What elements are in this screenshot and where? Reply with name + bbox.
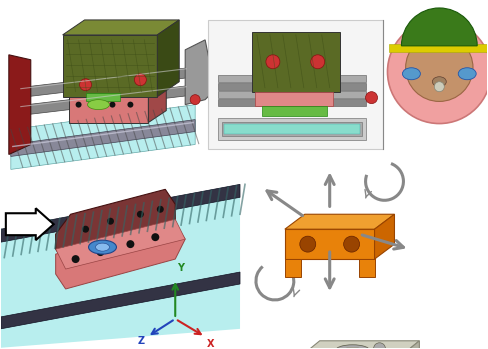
FancyArrow shape [6, 208, 54, 240]
Ellipse shape [335, 345, 370, 349]
Text: Z: Z [138, 336, 144, 346]
Bar [85, 93, 121, 101]
Circle shape [406, 34, 473, 102]
Polygon shape [69, 95, 148, 122]
Bar [252, 32, 340, 92]
Circle shape [97, 248, 104, 256]
Text: Y: Y [177, 263, 184, 273]
Wedge shape [402, 8, 477, 46]
Polygon shape [56, 219, 185, 269]
Circle shape [82, 226, 89, 233]
Polygon shape [1, 184, 240, 348]
Ellipse shape [343, 347, 363, 349]
Ellipse shape [88, 240, 117, 254]
Circle shape [126, 240, 134, 248]
Ellipse shape [403, 68, 420, 80]
Circle shape [300, 236, 316, 252]
Circle shape [137, 211, 144, 218]
Circle shape [190, 95, 200, 105]
Polygon shape [19, 86, 188, 116]
Polygon shape [148, 83, 166, 122]
Circle shape [344, 236, 360, 252]
Bar [218, 83, 366, 90]
Polygon shape [397, 341, 419, 349]
Bar [222, 121, 362, 135]
Circle shape [366, 92, 378, 104]
Polygon shape [285, 214, 394, 229]
Ellipse shape [458, 68, 476, 80]
Polygon shape [1, 184, 240, 242]
Circle shape [127, 102, 133, 107]
Ellipse shape [96, 243, 109, 251]
Circle shape [266, 55, 280, 69]
Circle shape [76, 102, 81, 107]
Circle shape [151, 233, 159, 241]
Polygon shape [1, 272, 240, 329]
Circle shape [157, 206, 164, 213]
Circle shape [387, 20, 488, 124]
Polygon shape [298, 341, 419, 349]
Polygon shape [9, 55, 31, 155]
Circle shape [72, 255, 80, 263]
Polygon shape [19, 68, 188, 98]
Bar [218, 75, 366, 82]
Bar [389, 44, 488, 52]
Polygon shape [185, 40, 215, 105]
Bar [208, 20, 383, 149]
Circle shape [93, 102, 99, 107]
Bar [218, 91, 366, 98]
Circle shape [80, 79, 92, 91]
Circle shape [134, 74, 146, 86]
Circle shape [373, 343, 386, 349]
Circle shape [311, 55, 325, 69]
Circle shape [109, 102, 116, 107]
Polygon shape [56, 189, 175, 264]
Text: X: X [207, 339, 215, 349]
Polygon shape [69, 83, 166, 95]
Polygon shape [374, 214, 394, 259]
Polygon shape [359, 259, 374, 277]
Polygon shape [157, 20, 179, 97]
Polygon shape [285, 259, 301, 277]
Bar [262, 106, 326, 116]
Circle shape [107, 218, 114, 225]
Polygon shape [56, 224, 185, 289]
Bar [224, 124, 360, 134]
Ellipse shape [87, 100, 109, 110]
Polygon shape [62, 20, 179, 35]
Polygon shape [11, 105, 195, 169]
Ellipse shape [432, 77, 447, 87]
Polygon shape [62, 35, 157, 97]
Bar [218, 99, 366, 106]
Polygon shape [11, 120, 195, 156]
Circle shape [434, 82, 444, 92]
Bar [218, 118, 366, 140]
Bar [255, 92, 333, 106]
Polygon shape [285, 229, 374, 259]
